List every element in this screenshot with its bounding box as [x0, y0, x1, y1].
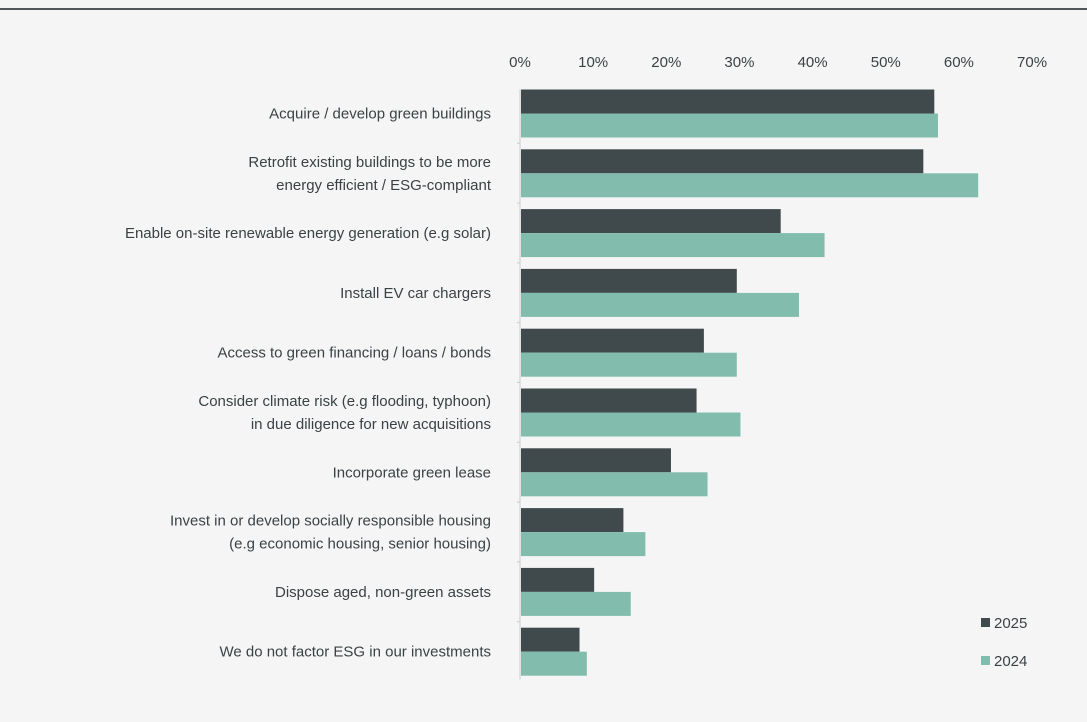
bar-2024 [521, 233, 825, 258]
bar-2024 [521, 173, 979, 198]
category-label: (e.g economic housing, senior housing) [229, 536, 491, 553]
x-tick-label: 40% [798, 54, 828, 71]
category-label: Incorporate green lease [333, 464, 491, 481]
bar-2024 [521, 472, 708, 497]
category-label: Install EV car chargers [340, 285, 491, 302]
bar-2025 [521, 388, 697, 413]
category-label: Consider climate risk (e.g flooding, typ… [198, 393, 491, 410]
legend-label: 2024 [994, 653, 1027, 670]
bar-2025 [521, 268, 737, 293]
legend-label: 2025 [994, 615, 1027, 632]
bar-2025 [521, 508, 624, 533]
bar-2025 [521, 448, 671, 473]
x-tick-label: 0% [509, 54, 531, 71]
bar-2024 [521, 412, 741, 437]
x-tick-label: 20% [651, 54, 681, 71]
bar-2025 [521, 209, 781, 234]
category-label: Retrofit existing buildings to be more [248, 154, 491, 171]
x-tick-label: 10% [578, 54, 608, 71]
category-label: Invest in or develop socially responsibl… [170, 513, 491, 530]
x-tick-label: 50% [871, 54, 901, 71]
category-label: Enable on-site renewable energy generati… [125, 225, 491, 242]
category-label: We do not factor ESG in our investments [219, 644, 491, 661]
bar-2025 [521, 567, 595, 592]
bar-2024 [521, 591, 631, 616]
top-rule [0, 8, 1087, 10]
x-tick-label: 60% [944, 54, 974, 71]
bar-2025 [521, 89, 935, 114]
category-label: Access to green financing / loans / bond… [217, 345, 491, 362]
bar-2024 [521, 352, 737, 377]
legend-swatch-2024 [981, 656, 990, 665]
bar-2024 [521, 292, 799, 317]
category-label: Acquire / develop green buildings [269, 106, 491, 123]
bar-2025 [521, 328, 704, 353]
x-tick-label: 70% [1017, 54, 1047, 71]
bar-2024 [521, 532, 646, 557]
category-label: energy efficient / ESG-compliant [276, 177, 492, 194]
category-label: Dispose aged, non-green assets [275, 584, 491, 601]
bar-2024 [521, 651, 587, 676]
bar-2025 [521, 149, 924, 174]
legend-swatch-2025 [981, 618, 990, 627]
bar-2025 [521, 627, 580, 652]
bar-2024 [521, 113, 938, 138]
category-label: in due diligence for new acquisitions [251, 416, 491, 433]
x-tick-label: 30% [724, 54, 754, 71]
